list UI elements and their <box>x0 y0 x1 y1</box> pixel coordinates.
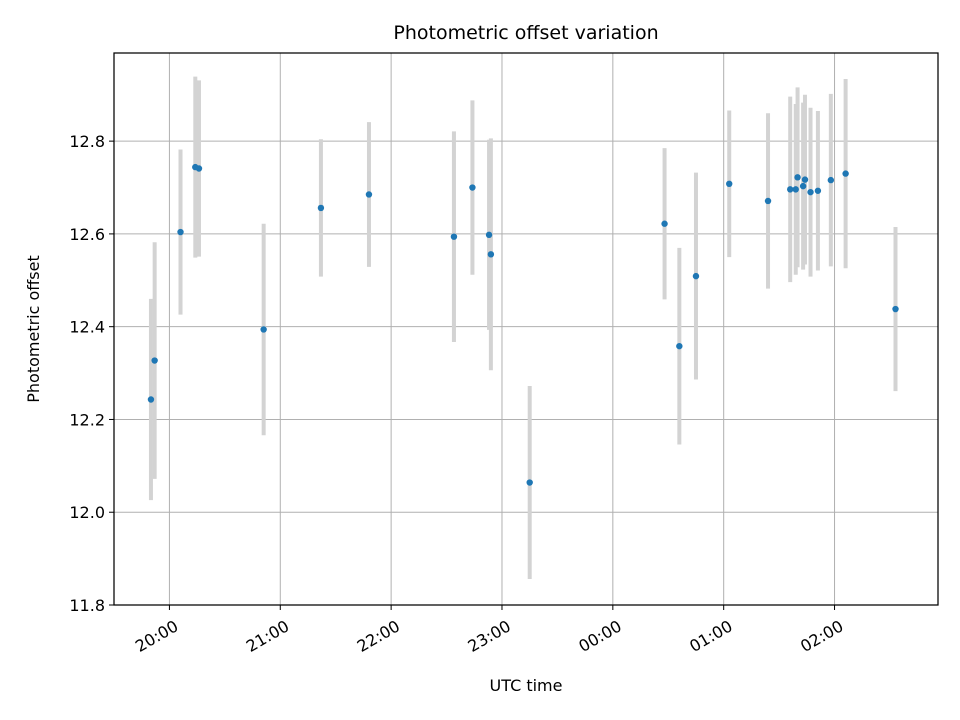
data-point <box>807 188 814 196</box>
data-point <box>799 182 807 190</box>
data-point <box>764 197 772 205</box>
data-point <box>661 220 668 227</box>
data-point <box>801 176 809 183</box>
data-points <box>147 163 899 486</box>
data-point <box>260 326 267 333</box>
data-point <box>151 357 158 364</box>
data-point <box>794 174 801 181</box>
data-point <box>485 231 493 239</box>
data-point <box>842 170 849 177</box>
data-point <box>469 184 476 191</box>
data-point <box>786 186 794 193</box>
y-tick-label: 12.6 <box>69 225 105 244</box>
y-axis-title: Photometric offset <box>24 255 43 403</box>
y-tick-label: 11.8 <box>69 596 105 615</box>
data-point <box>827 176 835 184</box>
plot-frame <box>113 52 939 606</box>
data-point <box>814 187 822 194</box>
data-point <box>147 396 155 403</box>
chart-title: Photometric offset variation <box>393 22 658 44</box>
data-point <box>317 204 325 212</box>
data-point <box>526 479 533 486</box>
y-tick-label: 12.4 <box>69 318 105 337</box>
data-point <box>692 272 700 280</box>
y-tick-label: 12.8 <box>69 132 105 151</box>
x-axis-title: UTC time <box>490 676 563 695</box>
data-point <box>365 191 373 198</box>
grid <box>114 53 938 606</box>
data-point <box>487 251 495 258</box>
data-point <box>676 342 683 350</box>
y-axis: 11.8 12.0 12.2 12.4 12.6 12.8 <box>69 132 114 615</box>
data-point <box>726 180 733 188</box>
data-point <box>177 228 184 236</box>
data-point <box>792 186 799 193</box>
data-point <box>195 165 203 172</box>
y-tick-label: 12.0 <box>69 503 105 522</box>
y-tick-label: 12.2 <box>69 410 105 429</box>
data-point <box>892 305 899 313</box>
data-point <box>450 233 458 240</box>
